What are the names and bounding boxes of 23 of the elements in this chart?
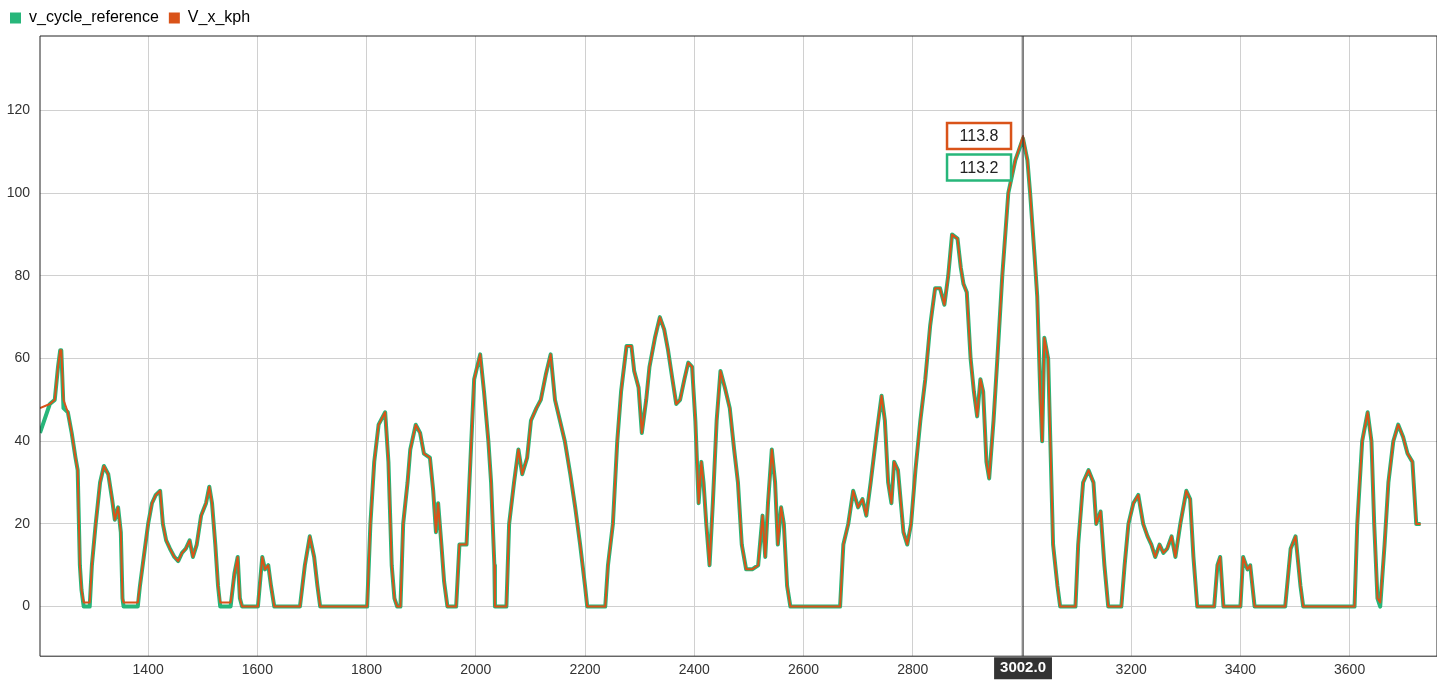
x-tick-label: 2600 — [787, 661, 820, 678]
y-tick-label: 120 — [6, 101, 31, 118]
x-tick-label: 1600 — [241, 661, 274, 678]
annotation: 113.2 — [959, 158, 999, 176]
y-tick-label: 20 — [14, 514, 31, 531]
x-tick-label: 3600 — [1334, 661, 1366, 678]
x-tick-label: 3200 — [1115, 661, 1147, 678]
ref-line-label: 3002.0 — [1000, 658, 1046, 676]
x-tick-label: 2400 — [678, 661, 711, 678]
x-tick-label: 2000 — [460, 661, 492, 678]
x-tick-label: 2200 — [569, 661, 601, 678]
x-tick-label: 2800 — [897, 661, 929, 678]
y-tick-label: 40 — [14, 432, 31, 449]
legend-label: V_x_kph — [187, 8, 251, 27]
x-tick-label: 3400 — [1224, 661, 1257, 678]
annotation: 113.8 — [959, 127, 999, 145]
y-tick-label: 80 — [14, 266, 31, 283]
x-tick-label: 1400 — [132, 661, 164, 678]
y-tick-label: 100 — [6, 183, 31, 200]
x-tick-label: 1800 — [351, 661, 383, 678]
legend-label: v_cycle_reference — [29, 8, 159, 27]
y-tick-label: 60 — [14, 349, 31, 366]
y-tick-label: 0 — [22, 597, 31, 614]
